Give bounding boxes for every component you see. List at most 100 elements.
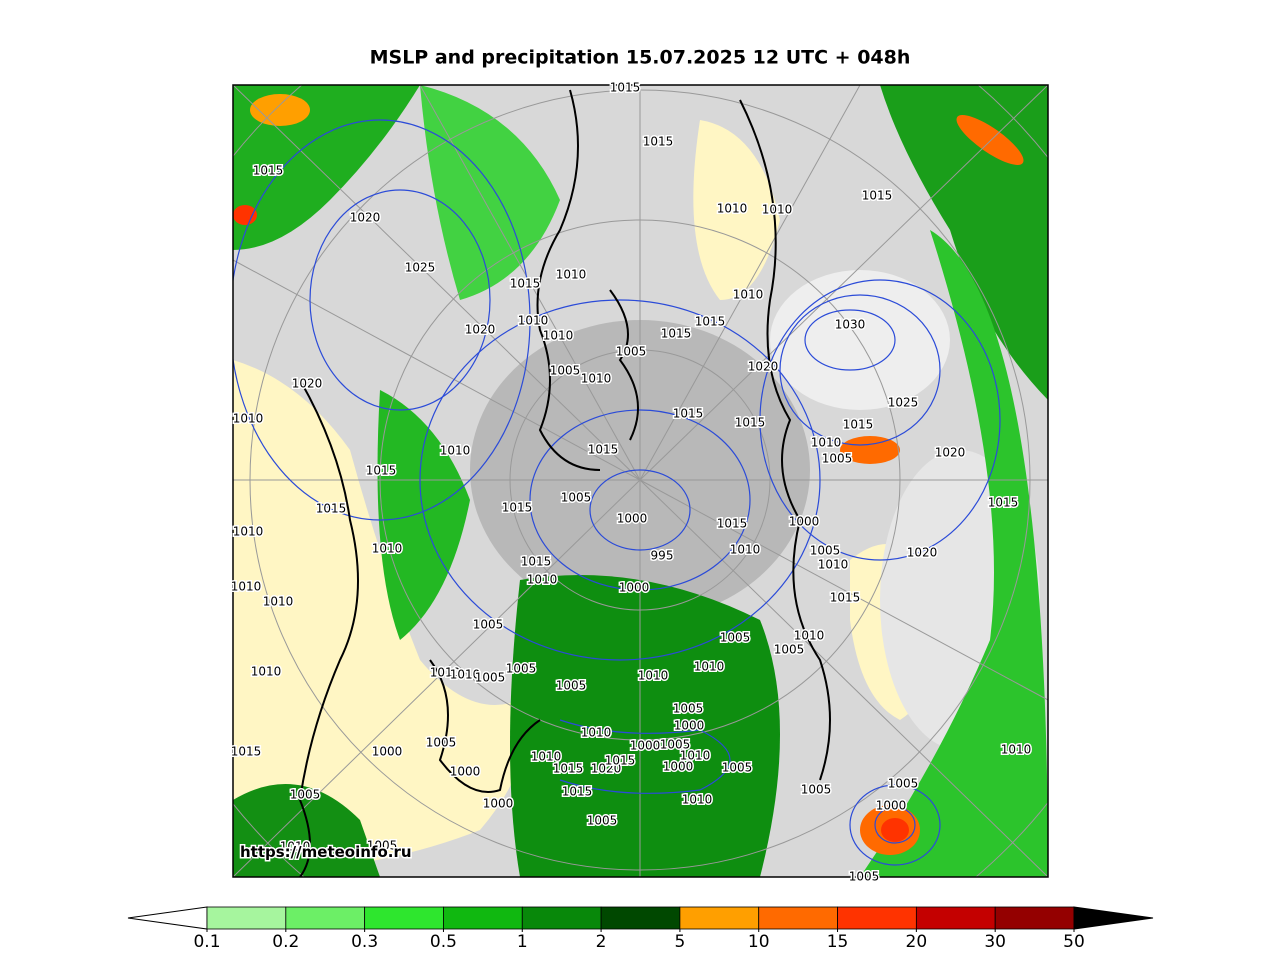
isobar-label: 995	[651, 549, 674, 563]
isobar-label: 1015	[830, 591, 861, 605]
isobar-label: 1005	[290, 788, 321, 802]
precip	[860, 230, 1048, 877]
precip	[233, 784, 380, 877]
isobar-label: 1005	[561, 491, 592, 505]
colorbar-label: 15	[827, 932, 849, 952]
isobar-label: 1010	[518, 314, 549, 328]
isobar-label: 1015	[695, 315, 726, 329]
map-title: MSLP and precipitation 15.07.2025 12 UTC…	[370, 47, 911, 69]
isobar-label: 1000	[630, 739, 661, 753]
isobar-label: 1005	[556, 679, 587, 693]
isobar-label: 1010	[762, 203, 793, 217]
isobar-label: 1015	[610, 81, 641, 95]
isobar-label: 1015	[988, 496, 1019, 510]
isobar-label: 1015	[605, 754, 636, 768]
isobar-label: 1000	[450, 765, 481, 779]
isobar-label: 1005	[810, 544, 841, 558]
colorbar-segment	[679, 906, 760, 930]
colorbar-under	[127, 906, 208, 930]
isobar-label: 1005	[801, 783, 832, 797]
isobar-label: 1005	[722, 761, 753, 775]
colorbar-segment	[600, 906, 681, 930]
isobar-label: 1010	[527, 573, 558, 587]
cloud	[770, 270, 950, 410]
isobar-label: 1015	[231, 745, 262, 759]
isobar-label: 1015	[673, 407, 704, 421]
isobar-label: 1010	[680, 749, 711, 763]
precip-heavy	[840, 436, 900, 464]
isobar-label: 1000	[617, 512, 648, 526]
isobar-label: 1000	[663, 760, 694, 774]
isobar-label: 1015	[502, 501, 533, 515]
isobar-label: 1015	[521, 555, 552, 569]
isobar-label: 1015	[562, 785, 593, 799]
isobar-label: 1010	[682, 793, 713, 807]
isobar-label: 1005	[587, 814, 618, 828]
land-dry	[693, 120, 780, 300]
colorbar-segment	[285, 906, 366, 930]
isobar-label: 1010	[280, 840, 311, 854]
isobar-label: 1025	[405, 261, 436, 275]
isobar-label: 1025	[888, 396, 919, 410]
colorbar: 0.1 0.2 0.3 0.5 1 2 5 10 15 20 30 50	[127, 906, 1154, 952]
colorbar-label: 10	[748, 932, 770, 952]
isobars	[233, 119, 1001, 866]
isobar-label: 1010	[531, 750, 562, 764]
isobar-label: 1020	[748, 360, 779, 374]
isobar-label: 1010	[450, 668, 481, 682]
isobar-label: 1010	[543, 329, 574, 343]
colorbar-segment	[915, 906, 996, 930]
isobar-label: 1005	[550, 364, 581, 378]
isobar-label: 1020	[935, 446, 966, 460]
isobar-label: 1015	[643, 135, 674, 149]
isobar-label: 1020	[465, 323, 496, 337]
colorbar-segment	[364, 906, 444, 930]
isobar-label: 1020	[591, 762, 622, 776]
colorbar-segment	[994, 906, 1075, 930]
isobar-label: 1000	[619, 581, 650, 595]
isobar-label: 1010	[638, 669, 669, 683]
colorbar-label: 2	[596, 932, 607, 952]
isobar-label: 1005	[426, 736, 457, 750]
isobar-label: 1010	[811, 436, 842, 450]
isobar-label: 1010	[730, 543, 761, 557]
isobar-label: 1010	[233, 525, 264, 539]
colorbar-label: 0.3	[351, 932, 378, 952]
isobar-label: 1020	[350, 211, 381, 225]
isobar-label: 1010	[440, 444, 471, 458]
isobar-label: 1010	[556, 268, 587, 282]
precip	[880, 85, 1048, 400]
isobar-label: 1015	[717, 517, 748, 531]
colorbar-over	[1073, 906, 1154, 930]
isobar-label: 1010	[430, 666, 461, 680]
isobar-label: 1030	[835, 318, 866, 332]
colorbar-label: 30	[984, 932, 1006, 952]
isobar-label: 1005	[616, 345, 647, 359]
watermark: https://meteoinfo.ru	[240, 843, 412, 861]
isobar-label: 1000	[876, 799, 907, 813]
isobar-label: 1015	[735, 416, 766, 430]
isobar-label: 1010	[581, 726, 612, 740]
isobar-label: 1020	[907, 546, 938, 560]
isobar-label: 1010	[818, 558, 849, 572]
precip-heavy	[881, 818, 909, 842]
isobar-label: 1005	[506, 662, 537, 676]
isobar-label: 1005	[660, 738, 691, 752]
isobar-label: 1010	[263, 595, 294, 609]
isobar-label: 1010	[233, 412, 264, 426]
colorbar-segment	[443, 906, 523, 930]
isobar-label: 1010	[1001, 743, 1032, 757]
isobar-label: 1010	[733, 288, 764, 302]
isobar-label: 1015	[843, 418, 874, 432]
isobar-label: 1010	[231, 580, 262, 594]
map	[233, 85, 1048, 877]
isobar-label: 1015	[366, 464, 397, 478]
isobar-label: 1005	[367, 839, 398, 853]
isobar-label: 1010	[372, 542, 403, 556]
isobar-label: 1005	[720, 631, 751, 645]
map-frame	[232, 84, 1049, 878]
isobar-label: 1015	[661, 327, 692, 341]
isobar-label: 1000	[789, 515, 820, 529]
